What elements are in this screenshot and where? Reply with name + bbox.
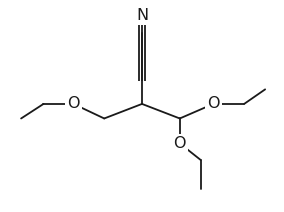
Text: O: O bbox=[67, 96, 80, 112]
Text: O: O bbox=[174, 136, 186, 151]
Text: O: O bbox=[207, 96, 220, 112]
Text: N: N bbox=[136, 8, 148, 23]
